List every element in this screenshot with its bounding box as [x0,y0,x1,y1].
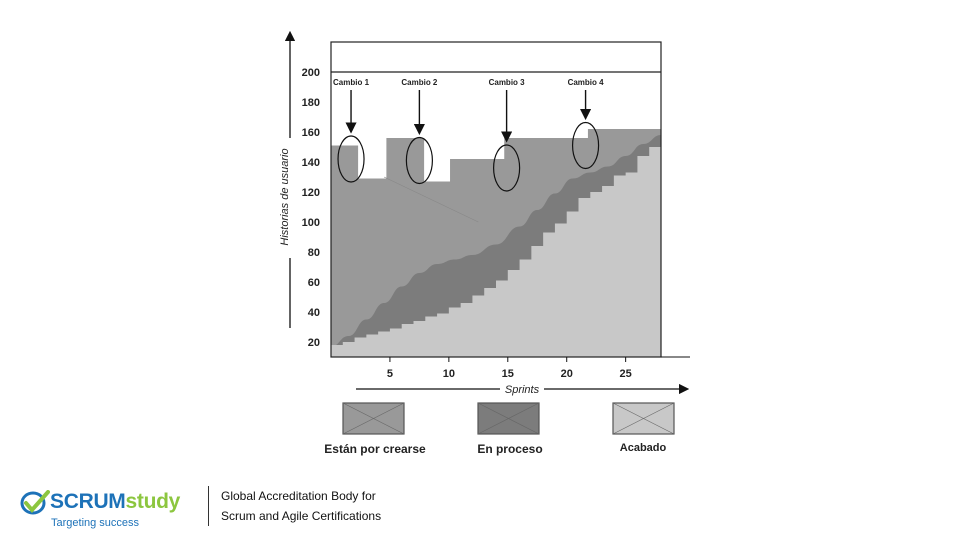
series-area-acabado [331,147,661,357]
x-tick-label: 25 [620,368,632,380]
annotation-ellipse [337,135,365,183]
legend: Están por crearse En proceso Acabado [324,402,675,456]
y-tick-label: 80 [308,247,320,259]
y-tick-label: 100 [302,217,320,229]
y-tick-label: 140 [302,157,320,169]
plot-frame [330,41,662,358]
footer: SCRUMstudy Targeting success Global Accr… [0,478,960,540]
scrumstudy-logo: SCRUMstudy Targeting success [20,484,200,530]
logo-wordmark: SCRUMstudy [50,490,181,513]
y-tick-label: 160 [302,127,320,139]
y-tick-label: 60 [308,277,320,289]
footer-line-1: Global Accreditation Body for [221,489,376,503]
plot-area [331,42,661,357]
x-tick-label: 20 [561,368,573,380]
footer-divider [208,486,209,526]
series-guide-line [383,176,479,223]
annotation-ellipse [405,136,433,185]
footer-line-2: Scrum and Agile Certifications [221,509,382,523]
y-tick-label: 20 [308,337,320,349]
x-axis-label-bg [500,381,544,396]
annotation-label-cambio-2: Cambio 2 [401,78,438,87]
legend-swatch-cross [612,402,675,435]
burnup-chart: Historias de usuario Sprints 20 40 60 80 100 12… [279,30,690,456]
x-tick-label: 5 [387,368,393,380]
axes: Historias de usuario Sprints 20 40 60 80 100 12… [279,30,690,396]
annotation-label-cambio-3: Cambio 3 [489,78,526,87]
y-axis-label: Historias de usuario [279,148,291,245]
logo-check-icon [20,490,50,515]
x-tick-label: 10 [443,368,455,380]
x-tick-label: 15 [502,368,514,380]
footer-text: Global Accreditation Body for Scrum and … [221,486,381,526]
annotation-label-cambio-1: Cambio 1 [333,78,370,87]
annotation-label-cambio-4: Cambio 4 [568,78,605,87]
y-tick-label: 200 [302,67,320,79]
logo-tagline: Targeting success [51,517,140,529]
annotations: Cambio 1 Cambio 2 Cambio 3 Cambio 4 [333,78,605,192]
annotation-ellipse [493,144,521,192]
legend-swatch-cross [342,402,405,435]
y-tick-label: 120 [302,187,320,199]
x-axis-label: Sprints [505,384,540,396]
y-tick-label: 180 [302,97,320,109]
y-tick-label: 40 [308,307,320,319]
legend-swatch-cross [477,402,540,435]
legend-label-3: Acabado [620,442,667,454]
annotation-ellipse [571,121,600,170]
legend-label-1: Están por crearse [324,442,426,456]
legend-label-2: En proceso [477,442,542,456]
